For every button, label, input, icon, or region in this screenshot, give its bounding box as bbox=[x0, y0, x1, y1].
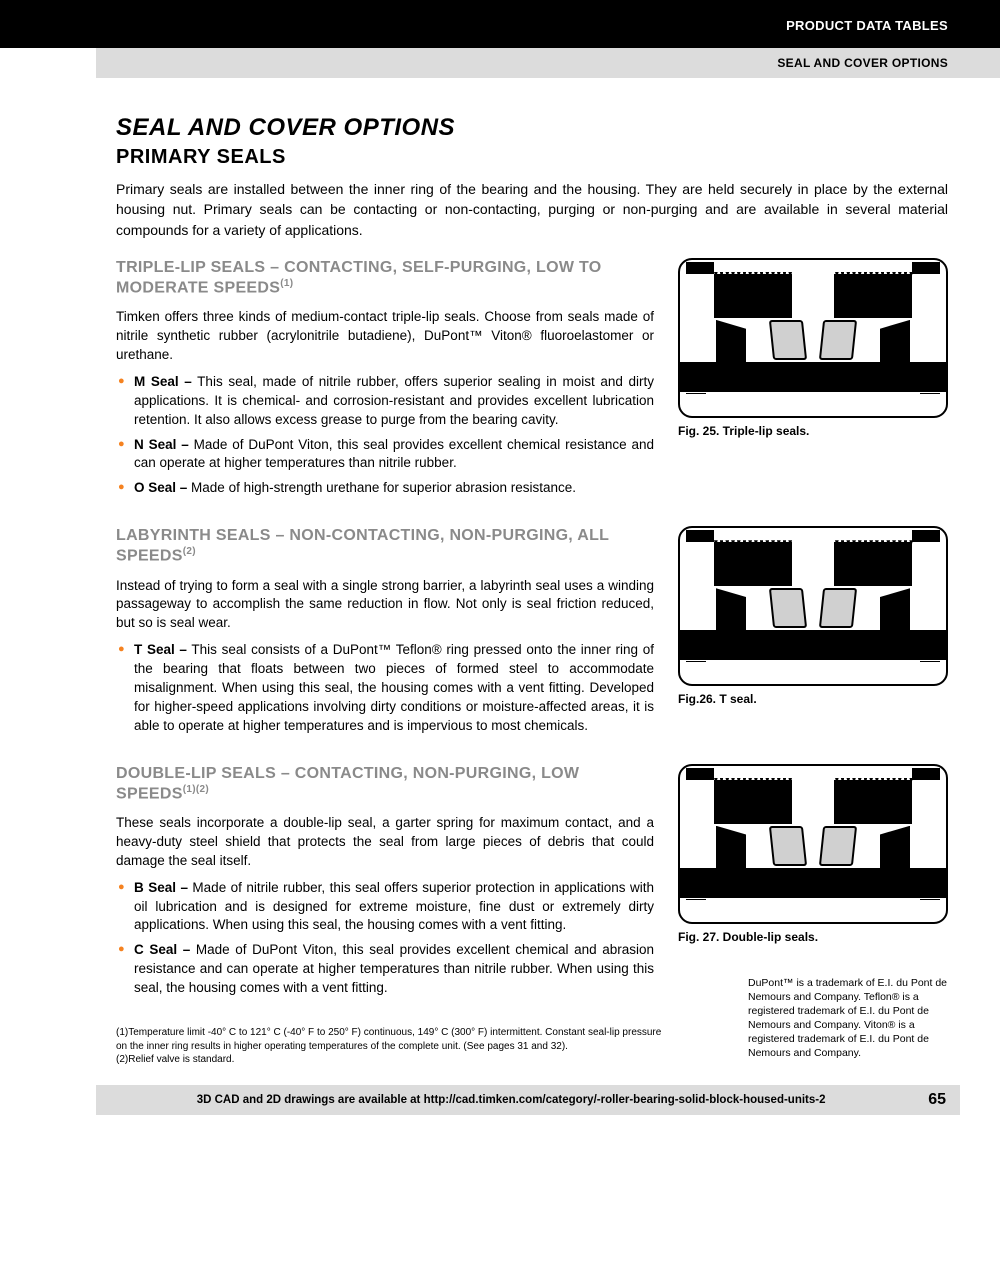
figure-illustration bbox=[678, 526, 948, 686]
header-grey-bar: SEAL AND COVER OPTIONS bbox=[96, 48, 1000, 78]
figure-illustration bbox=[678, 258, 948, 418]
page-title: SEAL AND COVER OPTIONS bbox=[116, 114, 948, 142]
footnote-line: (1)Temperature limit -40° C to 121° C (-… bbox=[116, 1026, 668, 1053]
page-wrapper: PRODUCT DATA TABLES SEAL AND COVER OPTIO… bbox=[0, 0, 1000, 1115]
seal-list-item: M Seal – This seal, made of nitrile rubb… bbox=[134, 373, 654, 430]
footer-link-text: 3D CAD and 2D drawings are available at … bbox=[110, 1094, 912, 1106]
seal-list: B Seal – Made of nitrile rubber, this se… bbox=[116, 879, 654, 998]
page-content: SEAL AND COVER OPTIONS PRIMARY SEALS Pri… bbox=[0, 78, 1000, 1067]
subsection-body: These seals incorporate a double-lip sea… bbox=[116, 814, 654, 871]
trademark-notice: DuPont™ is a trademark of E.I. du Pont d… bbox=[748, 976, 948, 1061]
subsection-body: Timken offers three kinds of medium-cont… bbox=[116, 308, 654, 365]
seal-list: T Seal – This seal consists of a DuPont™… bbox=[116, 641, 654, 735]
section-heading: PRIMARY SEALS bbox=[116, 146, 948, 169]
subsection-body: Instead of trying to form a seal with a … bbox=[116, 577, 654, 634]
seal-list-item: B Seal – Made of nitrile rubber, this se… bbox=[134, 879, 654, 936]
header-black-text: PRODUCT DATA TABLES bbox=[786, 18, 948, 33]
header-black-bar: PRODUCT DATA TABLES bbox=[0, 0, 1000, 48]
subsection-heading: LABYRINTH SEALS – NON-CONTACTING, NON-PU… bbox=[116, 526, 654, 566]
figure-caption: Fig.26. T seal. bbox=[678, 692, 948, 706]
seal-section: DOUBLE-LIP SEALS – CONTACTING, NON-PURGI… bbox=[116, 764, 948, 1004]
figure-caption: Fig. 27. Double-lip seals. bbox=[678, 930, 948, 944]
figure-caption: Fig. 25. Triple-lip seals. bbox=[678, 424, 948, 438]
subsection-heading: DOUBLE-LIP SEALS – CONTACTING, NON-PURGI… bbox=[116, 764, 654, 804]
intro-paragraph: Primary seals are installed between the … bbox=[116, 179, 948, 240]
seal-section: TRIPLE-LIP SEALS – CONTACTING, SELF-PURG… bbox=[116, 258, 948, 504]
seal-list: M Seal – This seal, made of nitrile rubb… bbox=[116, 373, 654, 498]
seal-list-item: O Seal – Made of high-strength urethane … bbox=[134, 479, 654, 498]
seal-list-item: N Seal – Made of DuPont Viton, this seal… bbox=[134, 436, 654, 474]
seal-section: LABYRINTH SEALS – NON-CONTACTING, NON-PU… bbox=[116, 526, 948, 741]
seal-list-item: C Seal – Made of DuPont Viton, this seal… bbox=[134, 941, 654, 998]
subsection-heading: TRIPLE-LIP SEALS – CONTACTING, SELF-PURG… bbox=[116, 258, 654, 298]
figure-illustration bbox=[678, 764, 948, 924]
footnote-line: (2)Relief valve is standard. bbox=[116, 1053, 668, 1067]
footer-bar: 3D CAD and 2D drawings are available at … bbox=[96, 1085, 960, 1115]
header-grey-text: SEAL AND COVER OPTIONS bbox=[777, 56, 948, 70]
seal-list-item: T Seal – This seal consists of a DuPont™… bbox=[134, 641, 654, 735]
page-number: 65 bbox=[928, 1091, 946, 1109]
